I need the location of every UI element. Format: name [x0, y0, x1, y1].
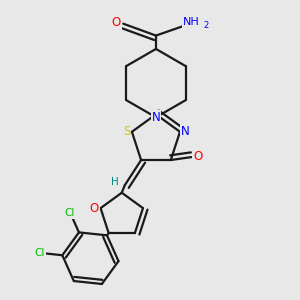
Text: NH: NH [183, 17, 200, 27]
Text: O: O [194, 150, 203, 163]
Text: S: S [123, 125, 130, 138]
Text: 2: 2 [204, 21, 209, 30]
Text: N: N [152, 111, 160, 124]
Text: O: O [89, 202, 99, 214]
Text: O: O [111, 16, 120, 29]
Text: Cl: Cl [34, 248, 45, 258]
Text: N: N [181, 125, 190, 138]
Text: H: H [111, 177, 119, 187]
Text: Cl: Cl [64, 208, 75, 218]
